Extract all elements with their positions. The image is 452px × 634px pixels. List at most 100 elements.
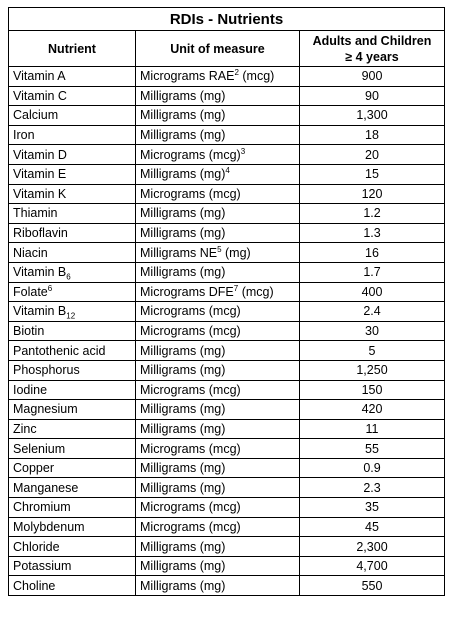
unit-cell: Micrograms (mcg) [135,516,300,538]
unit-cell: Milligrams (mg) [135,575,300,597]
nutrient-cell: Vitamin K [8,183,136,205]
unit-text: Milligrams (mg) [140,206,226,221]
amount-cell: 2.4 [298,301,446,322]
unit-footnote: 5 [217,244,222,254]
nutrient-cell: Chromium [8,497,136,518]
table-row: Biotin Micrograms (mcg) 30 [8,320,446,342]
nutrient-cell: Molybdenum [8,516,136,538]
unit-cell: Milligrams (mg) [135,261,300,283]
nutrient-cell: Vitamin C [8,85,136,107]
nutrient-cell: Calcium [8,105,136,126]
table-row: Pantothenic acid Milligrams (mg) 5 [8,340,446,361]
nutrient-cell: Potassium [8,555,136,577]
unit-text: Micrograms (mcg) [140,382,241,397]
unit-suffix: (mg) [221,245,251,260]
table-row: Zinc Milligrams (mg) 11 [8,418,446,440]
table-row: Vitamin B12 Micrograms (mcg) 2.4 [8,301,446,322]
nutrient-name: Potassium [13,559,72,574]
nutrient-name: Vitamin A [13,69,66,84]
amount-cell: 90 [298,85,446,107]
table-row: Vitamin C Milligrams (mg) 90 [8,85,446,107]
amount-cell: 1,300 [298,105,446,126]
amount-cell: 550 [298,575,446,597]
table-row: Molybdenum Micrograms (mcg) 45 [8,516,446,538]
nutrient-cell: Vitamin B12 [8,301,136,322]
table-row: Magnesium Milligrams (mg) 420 [8,399,446,420]
unit-text: Micrograms DFE [140,284,234,299]
nutrient-cell: Biotin [8,320,136,342]
amount-cell: 120 [298,183,446,205]
unit-text: Milligrams (mg) [140,265,226,280]
amount-cell: 15 [298,163,446,185]
unit-text: Micrograms (mcg) [140,304,241,319]
unit-cell: Milligrams (mg)4 [135,163,300,185]
unit-cell: Milligrams (mg) [135,418,300,440]
table-row: Vitamin D Micrograms (mcg)3 20 [8,144,446,165]
nutrient-name: Riboflavin [13,226,68,241]
nutrient-name: Choline [13,578,56,593]
nutrient-name: Zinc [13,421,37,436]
unit-cell: Micrograms (mcg) [135,379,300,401]
unit-cell: Milligrams (mg) [135,124,300,146]
unit-cell: Micrograms (mcg) [135,497,300,518]
amount-cell: 150 [298,379,446,401]
nutrient-cell: Niacin [8,242,136,263]
nutrient-cell: Manganese [8,477,136,499]
unit-footnote: 7 [233,283,239,293]
nutrient-cell: Chloride [8,536,136,557]
nutrient-name: Selenium [13,441,66,456]
nutrient-cell: Folate6 [8,281,136,303]
amount-cell: 16 [298,242,446,263]
nutrient-cell: Phosphorus [8,359,136,381]
unit-text: Milligrams (mg) [140,128,226,143]
unit-footnote: 3 [240,146,246,156]
header-amount: Adults and Children ≥ 4 years [298,30,446,67]
amount-cell: 400 [298,281,446,303]
unit-footnote: 2 [234,68,239,78]
nutrient-name: Vitamin B [13,304,67,319]
nutrient-cell: Selenium [8,438,136,459]
unit-text: Milligrams (mg) [140,480,226,495]
table-row: Iodine Micrograms (mcg) 150 [8,379,446,401]
nutrient-cell: Vitamin A [8,66,136,87]
nutrient-name: Thiamin [13,206,58,221]
table-row: Selenium Micrograms (mcg) 55 [8,438,446,459]
unit-text: Micrograms (mcg) [140,441,241,456]
table-row: Choline Milligrams (mg) 550 [8,575,446,597]
amount-cell: 18 [298,124,446,146]
nutrient-name: Magnesium [13,402,78,417]
nutrient-cell: Vitamin B6 [8,261,136,283]
unit-cell: Micrograms (mcg) [135,438,300,459]
table-row: Copper Milligrams (mg) 0.9 [8,457,446,479]
amount-cell: 2,300 [298,536,446,557]
nutrient-name: Manganese [13,480,79,495]
unit-text: Milligrams (mg) [140,108,226,123]
nutrient-name: Iron [13,128,35,143]
table-row: Riboflavin Milligrams (mg) 1.3 [8,222,446,244]
table-header-row: Nutrient Unit of measure Adults and Chil… [8,30,446,67]
unit-text: Milligrams (mg) [140,226,226,241]
unit-suffix: (mcg) [238,284,274,299]
unit-cell: Milligrams (mg) [135,85,300,107]
amount-cell: 1.2 [298,203,446,224]
unit-cell: Milligrams (mg) [135,105,300,126]
unit-text: Micrograms (mcg) [140,500,241,515]
table-row: Vitamin A Micrograms RAE2 (mcg) 900 [8,66,446,87]
nutrient-name: Vitamin E [13,167,67,182]
amount-cell: 4,700 [298,555,446,577]
nutrient-cell: Iron [8,124,136,146]
rdi-document: RDIs - Nutrients Nutrient Unit of measur… [7,7,446,597]
unit-text: Micrograms (mcg) [140,519,241,534]
table-body: Vitamin A Micrograms RAE2 (mcg) 900 Vitamin… [8,66,446,597]
amount-cell: 1.7 [298,261,446,283]
table-row: Phosphorus Milligrams (mg) 1,250 [8,359,446,381]
unit-cell: Milligrams (mg) [135,203,300,224]
amount-cell: 420 [298,399,446,420]
table-title: RDIs - Nutrients [7,7,446,31]
unit-cell: Micrograms RAE2 (mcg) [135,66,300,87]
nutrient-name: Copper [13,461,54,476]
nutrient-name: Pantothenic acid [13,343,106,358]
unit-text: Micrograms (mcg) [140,186,241,201]
nutrient-cell: Copper [8,457,136,479]
nutrient-name: Molybdenum [13,519,85,534]
